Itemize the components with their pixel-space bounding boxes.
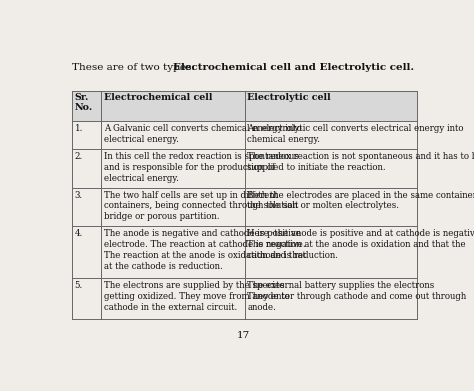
Text: An electrolytic cell converts electrical energy into
chemical energy.: An electrolytic cell converts electrical…	[247, 124, 464, 144]
Text: In this cell the redox reaction is spontaneous
and is responsible for the produc: In this cell the redox reaction is spont…	[104, 152, 299, 183]
Text: 2.: 2.	[75, 152, 83, 161]
Text: 3.: 3.	[75, 191, 83, 200]
Text: Electrochemical cell and Electrolytic cell.: Electrochemical cell and Electrolytic ce…	[173, 63, 414, 72]
Text: A Galvanic cell converts chemical energy into
electrical energy.: A Galvanic cell converts chemical energy…	[104, 124, 302, 144]
Text: Here ·the anode is positive and at cathode is negative.
The reaction at the anod: Here ·the anode is positive and at catho…	[247, 229, 474, 260]
Text: These are of two types:: These are of two types:	[72, 63, 201, 72]
Text: The redox reaction is not spontaneous and it has to be
supplied to initiate the : The redox reaction is not spontaneous an…	[247, 152, 474, 172]
Bar	[72, 149, 418, 188]
Text: The anode is negative and cathode is positive
electrode. The reaction at cathode: The anode is negative and cathode is pos…	[104, 229, 306, 271]
Text: Both the electrodes are placed in the same container in
the solution or molten e: Both the electrodes are placed in the sa…	[247, 191, 474, 210]
Bar	[72, 91, 418, 121]
Text: 5.: 5.	[75, 281, 83, 290]
Bar	[72, 121, 418, 149]
Text: The external battery supplies the electrons
They enter through cathode and come : The external battery supplies the electr…	[247, 281, 466, 312]
Text: 1.: 1.	[75, 124, 83, 133]
Text: 4.: 4.	[75, 229, 83, 238]
Text: The two half cells are set up in different
containers, being connected through t: The two half cells are set up in differe…	[104, 191, 299, 221]
Bar	[72, 188, 418, 226]
Bar	[72, 278, 418, 319]
Text: 17: 17	[237, 332, 249, 341]
Text: Electrolytic cell: Electrolytic cell	[247, 93, 331, 102]
Text: Electrochemical cell: Electrochemical cell	[104, 93, 212, 102]
Bar	[72, 226, 418, 278]
Text: Sr.
No.: Sr. No.	[75, 93, 93, 112]
Text: The electrons are supplied by the species
getting oxidized. They move from anode: The electrons are supplied by the specie…	[104, 281, 290, 312]
